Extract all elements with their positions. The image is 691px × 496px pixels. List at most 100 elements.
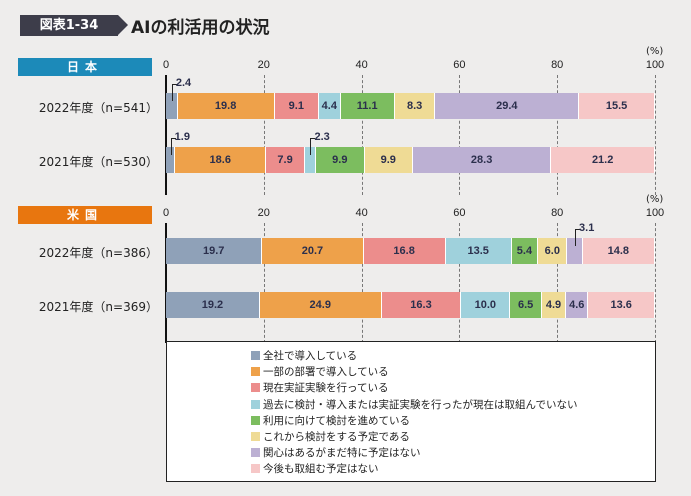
gridline (557, 75, 559, 195)
bar-segment (166, 147, 176, 173)
gridline (557, 223, 559, 343)
bar-segment: 19.7 (166, 238, 263, 264)
bar-segment: 9.9 (316, 147, 365, 173)
unit-label: (%) (646, 194, 664, 205)
bar-segment: 14.8 (582, 238, 655, 264)
gridline (655, 75, 656, 195)
y-axis (165, 75, 167, 195)
x-tick-label: 0 (162, 207, 170, 219)
bar-segment: 6.5 (510, 292, 543, 318)
legend-item: 利用に向けて検討を進めている (251, 413, 410, 428)
data-label: 2.3 (314, 131, 330, 143)
callout-line (170, 138, 176, 155)
callout-line (171, 84, 177, 101)
legend-swatch (251, 415, 260, 425)
bar-segment: 29.4 (435, 93, 580, 119)
row-label: 2021年度（n=530） (38, 155, 158, 169)
bar-segment: 18.6 (175, 147, 267, 173)
legend-item: 関心はあるがまだ特に予定はない (251, 445, 421, 460)
x-tick-label: 80 (551, 59, 564, 71)
bar-segment: 6.0 (538, 238, 568, 264)
x-tick-label: 40 (355, 59, 368, 71)
bar-segment: 28.3 (412, 147, 552, 173)
legend-label: 今後も取組む予定はない (263, 463, 379, 476)
legend-swatch (251, 432, 260, 441)
gridline (655, 223, 656, 343)
gridline (459, 223, 461, 343)
x-tick-label: 20 (257, 207, 270, 219)
bar-segment: 5.4 (511, 238, 539, 264)
callout-line (575, 229, 581, 246)
bar-segment: 24.9 (259, 292, 382, 318)
row-label: 2022年度（n=386） (38, 246, 158, 260)
legend-item: 過去に検討・導入または実証実験を行ったが現在は取組んでいない (251, 397, 577, 412)
gridline (361, 75, 363, 195)
bar-segment: 11.1 (340, 93, 395, 119)
bar-segment: 20.7 (262, 238, 364, 264)
data-label: 3.1 (579, 222, 595, 234)
bar-segment (567, 238, 583, 264)
bar-segment: 4.6 (566, 292, 589, 318)
legend-swatch (251, 367, 260, 377)
gridline (361, 223, 363, 343)
legend-swatch (251, 448, 260, 458)
legend-swatch (251, 351, 260, 360)
legend-item: 一部の部署で導入している (251, 364, 389, 379)
bar-segment: 16.3 (381, 292, 462, 318)
legend-item: 全社で導入している (251, 348, 357, 363)
legend-item: 今後も取組む予定はない (251, 461, 379, 476)
legend-item: 現在実証実験を行っている (251, 380, 388, 395)
y-axis (165, 223, 167, 343)
gridline (263, 223, 265, 343)
legend-label: 全社で導入している (263, 350, 358, 362)
legend-label: これから検討をする予定である (263, 431, 410, 443)
x-tick-label: 0 (162, 59, 170, 71)
figure-tag: 図表1-34 (20, 15, 128, 36)
bar-segment (166, 93, 178, 119)
legend-swatch (251, 383, 260, 393)
bar-segment: 9.1 (274, 93, 320, 119)
bar-segment: 16.8 (363, 238, 446, 264)
bar-segment: 10.0 (461, 292, 511, 318)
bar-segment: 13.5 (445, 238, 512, 264)
bar-segment: 13.6 (588, 292, 655, 318)
bar-segment: 4.4 (319, 93, 341, 119)
bar-segment: 8.3 (394, 93, 436, 119)
bar-segment: 7.9 (266, 147, 305, 173)
legend-item: これから検討をする予定である (251, 429, 410, 444)
x-tick-label: 20 (257, 59, 270, 71)
legend-label: 関心はあるがまだ特に予定はない (263, 447, 421, 460)
bar-segment: 4.9 (542, 292, 566, 318)
callout-line (310, 138, 316, 155)
legend-swatch (251, 464, 260, 474)
bar-segment: 15.5 (579, 93, 655, 119)
row-label: 2021年度（n=369） (38, 300, 158, 314)
bar-segment: 21.2 (551, 147, 655, 173)
legend: 全社で導入している一部の部署で導入している 現在実証実験を行っている過去に検討・導… (166, 341, 656, 482)
section-header-1: 米国 (18, 206, 152, 224)
bar-segment: 19.2 (166, 292, 260, 318)
data-label: 1.9 (174, 131, 190, 143)
unit-label: (%) (646, 46, 664, 57)
bar-segment: 9.9 (364, 147, 413, 173)
x-tick-label: 40 (355, 207, 368, 219)
x-tick-label: 60 (453, 207, 466, 219)
page-title: AIの利活用の状況 (131, 18, 270, 38)
row-label: 2022年度（n=541） (38, 101, 158, 115)
legend-label: 利用に向けて検討を進めている (263, 414, 410, 427)
bar-segment (304, 147, 317, 173)
legend-label: 過去に検討・導入または実証実験を行ったが現在は取組んでいない (263, 398, 578, 411)
x-tick-label: 60 (453, 59, 466, 71)
bar-segment: 19.8 (177, 93, 275, 119)
section-header-0: 日本 (18, 58, 152, 76)
x-tick-label: 80 (551, 207, 564, 219)
gridline (459, 75, 461, 195)
x-tick-label: 100 (645, 59, 665, 71)
data-label: 2.4 (175, 77, 192, 89)
legend-label: 一部の部署で導入している (263, 366, 389, 379)
legend-label: 現在実証実験を行っている (263, 382, 389, 395)
x-tick-label: 100 (645, 207, 665, 219)
gridline (263, 75, 265, 195)
legend-swatch (251, 399, 260, 409)
